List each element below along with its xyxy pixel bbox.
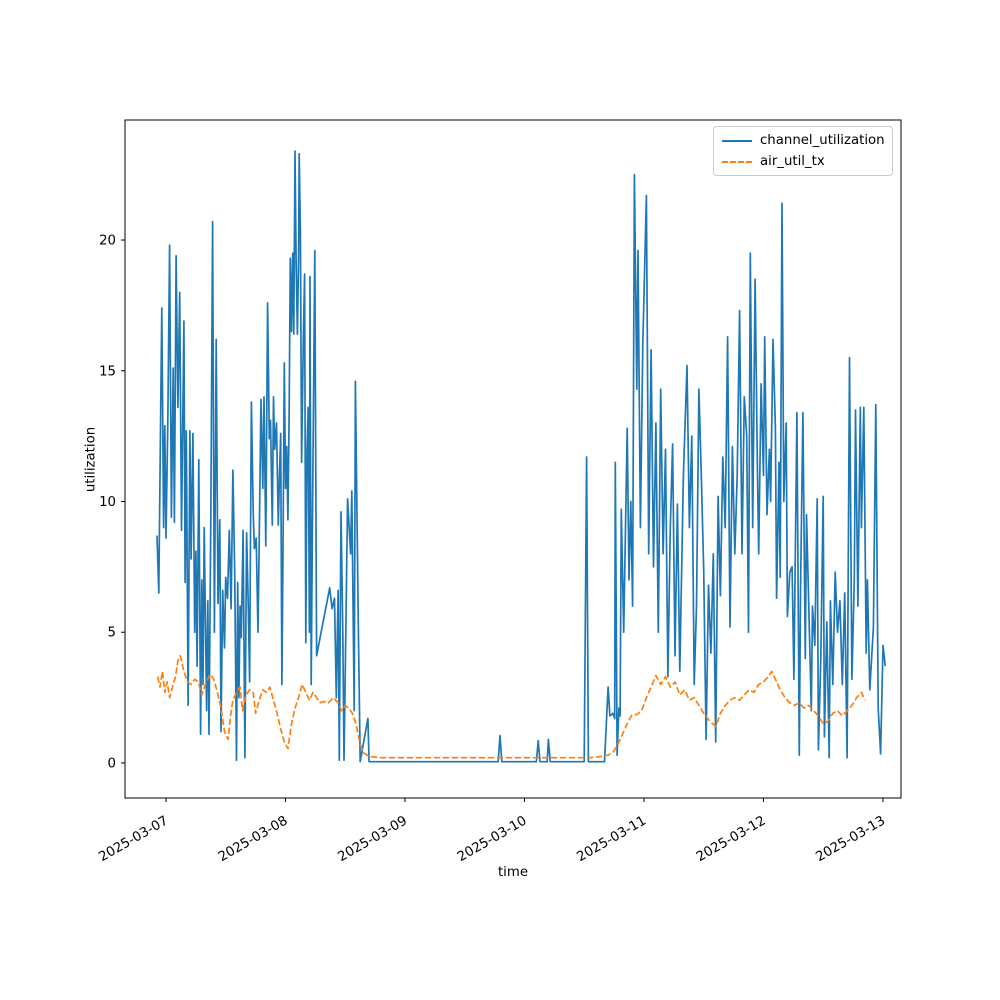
y-tick-label: 0 xyxy=(108,756,116,771)
y-tick-label: 5 xyxy=(108,626,116,641)
x-tick-label: 2025-03-07 xyxy=(97,813,171,865)
x-axis: 2025-03-07 2025-03-08 2025-03-09 2025-03-10… xyxy=(97,798,888,865)
legend: channel_utilization air_util_tx xyxy=(713,126,893,176)
x-tick-label: 2025-03-10 xyxy=(455,813,529,865)
legend-line-sample-dashed-icon xyxy=(722,160,752,163)
y-tick-label: 15 xyxy=(99,364,116,379)
y-axis: 0 5 10 15 20 xyxy=(99,234,125,771)
y-tick-label: 10 xyxy=(99,495,116,510)
legend-label-air-util-tx: air_util_tx xyxy=(760,154,825,169)
x-tick-label: 2025-03-11 xyxy=(575,813,649,865)
legend-line-sample-solid-icon xyxy=(722,139,752,142)
legend-label-channel-utilization: channel_utilization xyxy=(760,133,885,148)
x-axis-label: time xyxy=(497,865,529,880)
y-tick-label: 20 xyxy=(99,234,116,249)
series-line-channel_utilization xyxy=(156,150,887,763)
x-tick-label: 2025-03-13 xyxy=(814,813,888,865)
y-axis-label: utilization xyxy=(83,426,99,493)
x-tick-label: 2025-03-08 xyxy=(216,813,290,865)
legend-row-channel-utilization: channel_utilization xyxy=(722,132,885,149)
legend-row-air-util-tx: air_util_tx xyxy=(722,153,884,170)
x-tick-label: 2025-03-09 xyxy=(336,813,410,865)
x-tick-label: 2025-03-12 xyxy=(694,813,768,865)
series-line-air_util_tx xyxy=(156,654,866,759)
